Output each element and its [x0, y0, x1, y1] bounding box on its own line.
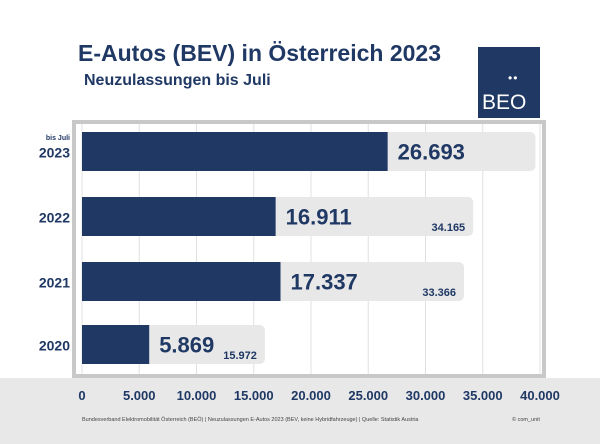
footer-band	[0, 378, 600, 444]
total-label: 33.366	[422, 287, 456, 299]
total-label: 15.972	[223, 350, 257, 362]
x-tick-label: 40.000	[520, 388, 560, 403]
chart-title: E-Autos (BEV) in Österreich 2023	[78, 40, 441, 66]
value-label: 5.869	[159, 333, 214, 358]
value-label: 16.911	[286, 205, 352, 230]
total-label: 34.165	[432, 222, 466, 234]
logo-text: BEO	[482, 91, 527, 114]
value-bar	[82, 325, 150, 364]
logo-dots: ••	[508, 71, 519, 85]
x-tick-label: 5.000	[123, 388, 156, 403]
category-note: bis Juli	[46, 135, 70, 142]
x-tick-label: 25.000	[348, 388, 388, 403]
x-tick-label: 20.000	[291, 388, 331, 403]
x-tick-label: 15.000	[234, 388, 274, 403]
value-bar	[82, 262, 281, 301]
footer-source: Bundesverband Elektromobilität Österreic…	[82, 417, 419, 423]
chart-subtitle: Neuzulassungen bis Juli	[84, 72, 271, 89]
x-tick-label: 0	[78, 388, 85, 403]
value-label: 17.337	[291, 270, 358, 295]
category-label: 2020	[39, 338, 70, 354]
x-tick-label: 35.000	[463, 388, 503, 403]
category-label: 2023	[39, 145, 70, 161]
x-tick-label: 30.000	[406, 388, 446, 403]
value-bar	[82, 132, 388, 171]
category-label: 2021	[39, 275, 70, 291]
value-bar	[82, 197, 276, 236]
category-label: 2022	[39, 210, 70, 226]
plot-frame	[72, 120, 546, 378]
x-tick-label: 10.000	[177, 388, 217, 403]
footer-credit: © com_unit	[512, 417, 540, 423]
beo-logo: •• BEO	[478, 47, 540, 118]
value-label: 26.693	[398, 140, 465, 165]
